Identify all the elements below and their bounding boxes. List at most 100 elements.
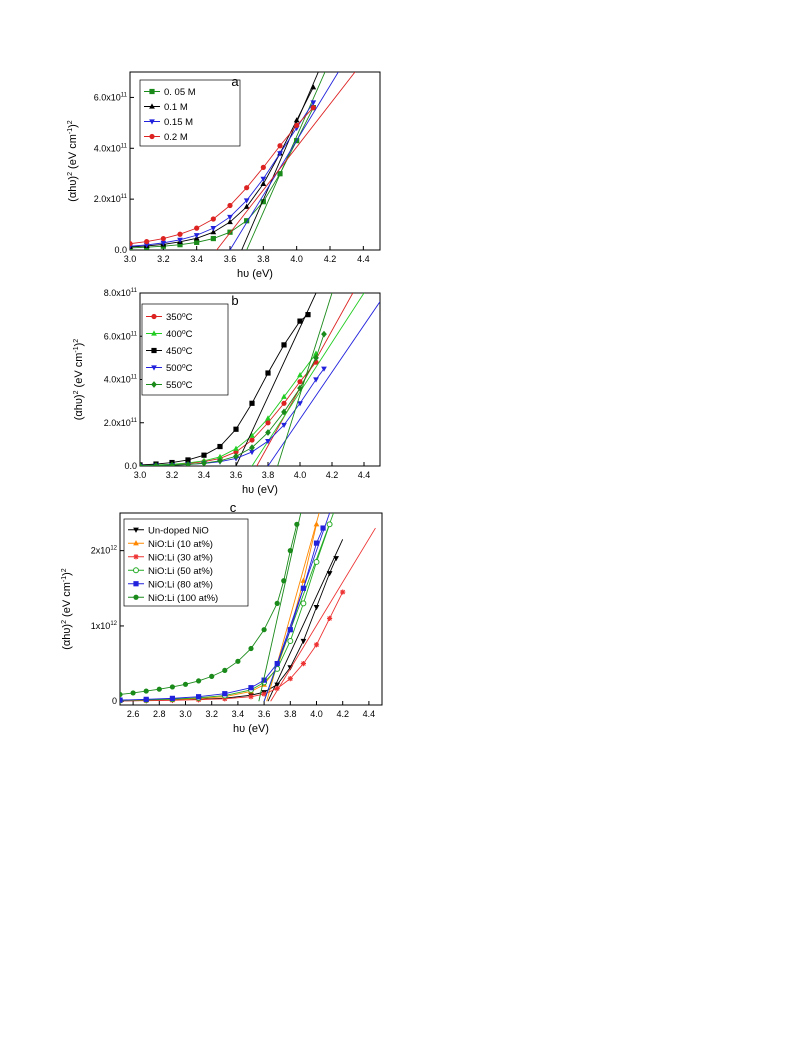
legend-label: NiO:Li (10 at%) bbox=[148, 539, 213, 550]
panel-a bbox=[129, 71, 381, 251]
series-line bbox=[140, 314, 309, 466]
legend-label: 400⁰C bbox=[166, 329, 193, 340]
data-point bbox=[210, 229, 217, 235]
legend-label: 500⁰C bbox=[166, 363, 193, 374]
plot-frame bbox=[119, 512, 383, 706]
fit-line bbox=[258, 513, 302, 702]
data-point bbox=[143, 688, 149, 694]
data-point bbox=[120, 697, 123, 703]
data-point bbox=[177, 231, 183, 237]
panel-letter: a bbox=[231, 74, 239, 89]
legend-marker bbox=[151, 330, 157, 336]
data-point bbox=[326, 521, 333, 528]
data-point bbox=[300, 660, 306, 667]
legend-label: NiO:Li (100 at%) bbox=[148, 593, 218, 604]
y-tick-label: 4.0x1011 bbox=[104, 375, 138, 385]
data-point bbox=[227, 218, 233, 225]
series-line bbox=[120, 527, 324, 701]
y-tick-label: 6.0x1011 bbox=[104, 331, 138, 341]
data-point bbox=[281, 422, 287, 429]
y-tick-label: 6.0x1011 bbox=[94, 92, 128, 102]
data-point bbox=[153, 462, 159, 466]
series-4 bbox=[120, 513, 331, 703]
data-point bbox=[196, 678, 202, 684]
data-point bbox=[140, 462, 143, 466]
x-tick-label: 3.2 bbox=[205, 709, 218, 719]
data-point bbox=[274, 660, 280, 667]
x-tick-label: 3.8 bbox=[262, 470, 275, 480]
legend-label: NiO:Li (30 at%) bbox=[148, 552, 213, 563]
x-axis-label: hυ (eV) bbox=[242, 484, 278, 496]
data-point bbox=[297, 318, 303, 324]
legend-marker bbox=[151, 347, 157, 354]
legend-box bbox=[123, 518, 249, 607]
data-point bbox=[244, 218, 250, 224]
legend-label: 0. 05 M bbox=[164, 87, 196, 98]
y-tick-label: 2.0x1011 bbox=[104, 418, 138, 428]
series-line bbox=[120, 524, 331, 701]
x-tick-label: 3.4 bbox=[190, 254, 203, 264]
data-point bbox=[310, 100, 317, 106]
series-3 bbox=[130, 72, 356, 250]
fit-line bbox=[216, 72, 356, 250]
legend-label: NiO:Li (50 at%) bbox=[148, 566, 213, 577]
data-point bbox=[217, 453, 223, 459]
fit-line bbox=[263, 513, 334, 702]
x-tick-label: 4.4 bbox=[357, 254, 370, 264]
data-point bbox=[222, 696, 228, 702]
fit-line bbox=[267, 539, 344, 702]
data-point bbox=[248, 694, 254, 700]
x-axis-label: hυ (eV) bbox=[233, 723, 269, 735]
data-point bbox=[313, 642, 320, 648]
x-tick-label: 4.4 bbox=[358, 470, 371, 480]
fit-line bbox=[241, 72, 319, 250]
data-point bbox=[313, 521, 320, 527]
plot-frame bbox=[129, 71, 381, 251]
x-tick-label: 3.4 bbox=[232, 709, 245, 719]
data-point bbox=[185, 461, 191, 466]
legend-marker bbox=[133, 594, 139, 600]
data-point bbox=[313, 558, 320, 565]
data-point bbox=[233, 452, 239, 460]
data-point bbox=[169, 684, 175, 690]
data-point bbox=[261, 627, 267, 633]
y-axis-label: (αhυ)2 (eV cm-1)2 bbox=[61, 568, 73, 650]
data-point bbox=[297, 401, 303, 407]
y-axis-label: (αhυ)2 (eV cm-1)2 bbox=[67, 120, 79, 202]
data-point bbox=[274, 682, 281, 688]
data-point bbox=[177, 237, 183, 243]
data-point bbox=[227, 202, 233, 209]
y-tick-label: 1x1012 bbox=[91, 621, 118, 631]
data-point bbox=[222, 667, 228, 673]
x-tick-label: 4.2 bbox=[326, 470, 339, 480]
data-point bbox=[265, 415, 271, 421]
x-tick-label: 3.6 bbox=[230, 470, 243, 480]
data-point bbox=[194, 225, 200, 231]
data-point bbox=[321, 366, 327, 372]
legend-marker bbox=[149, 119, 155, 125]
data-point bbox=[160, 235, 166, 242]
data-point bbox=[130, 241, 133, 247]
data-point bbox=[300, 638, 307, 645]
x-tick-label: 3.0 bbox=[124, 254, 137, 264]
series-line bbox=[130, 87, 314, 248]
data-point bbox=[281, 408, 287, 416]
data-point bbox=[144, 239, 150, 245]
legend-marker bbox=[133, 581, 139, 587]
data-point bbox=[260, 164, 266, 170]
data-point bbox=[243, 203, 250, 209]
fit-line bbox=[270, 527, 376, 702]
series-line bbox=[120, 591, 344, 702]
fit-line bbox=[263, 513, 331, 702]
data-point bbox=[305, 312, 311, 318]
fit-line bbox=[235, 293, 317, 466]
x-tick-label: 3.6 bbox=[224, 254, 237, 264]
data-point bbox=[287, 638, 294, 644]
data-point bbox=[274, 600, 280, 606]
x-tick-label: 4.0 bbox=[294, 470, 307, 480]
data-point bbox=[310, 84, 317, 90]
series-line bbox=[140, 353, 317, 466]
y-tick-label: 0 bbox=[112, 696, 117, 706]
legend-marker bbox=[151, 313, 157, 320]
data-point bbox=[227, 214, 233, 221]
